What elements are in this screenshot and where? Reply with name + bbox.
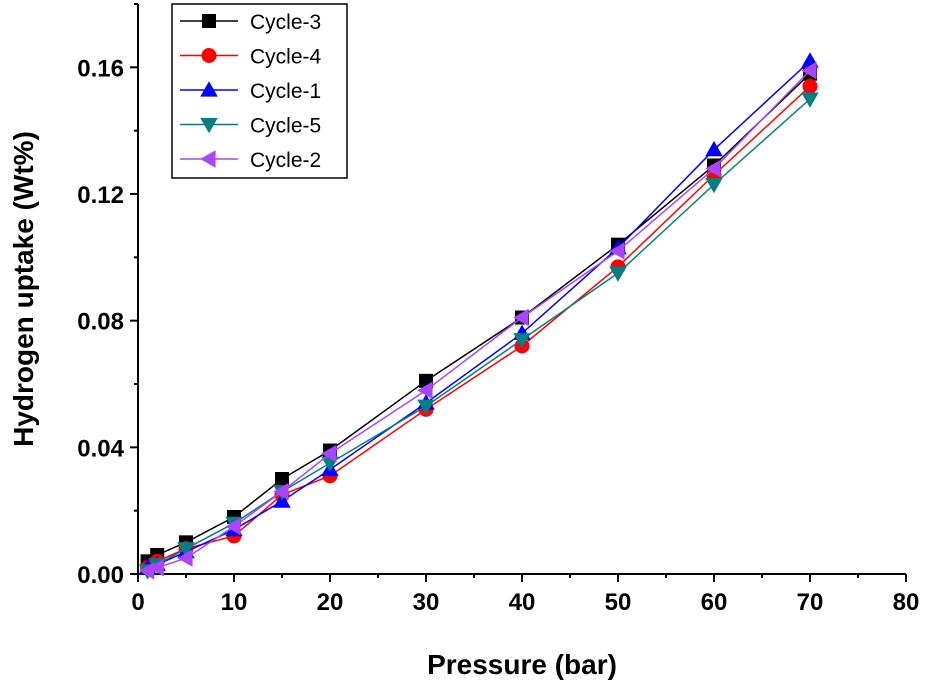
series-layer [138, 52, 819, 580]
y-tick-label: 0.08 [77, 309, 124, 336]
legend-entry: Cycle-3 [180, 11, 321, 34]
data-point [177, 542, 195, 558]
data-point [802, 78, 818, 94]
x-tick-label: 80 [893, 589, 920, 616]
data-point [801, 92, 819, 108]
data-point [148, 558, 164, 577]
legend-marker [202, 14, 216, 28]
legend-marker [200, 117, 218, 134]
data-point [275, 472, 289, 486]
legend-entry: Cycle-1 [180, 80, 321, 103]
x-tick-label: 40 [509, 589, 536, 616]
data-point [225, 517, 241, 536]
x-tick-label: 30 [413, 589, 440, 616]
x-tick-label: 60 [701, 589, 728, 616]
legend-label: Cycle-2 [250, 149, 321, 172]
legend-marker [200, 150, 216, 168]
legend-label: Cycle-4 [250, 46, 322, 69]
legend-box [171, 3, 348, 179]
data-point [609, 242, 625, 260]
x-tick-label: 0 [131, 589, 144, 616]
data-point [417, 399, 435, 415]
x-axis-title: Pressure (bar) [427, 649, 617, 680]
legend-label: Cycle-1 [250, 80, 321, 103]
data-point [705, 140, 723, 157]
data-point [801, 61, 817, 80]
x-axis: 0 10 20 30 40 50 60 70 80 [131, 574, 919, 616]
legend: Cycle-3 Cycle-4 Cycle-1 Cycle-5 Cycle-2 [171, 3, 348, 179]
legend-marker [200, 81, 218, 97]
legend-label: Cycle-5 [250, 115, 321, 138]
legend-marker [201, 48, 217, 63]
y-tick-label: 0.04 [77, 435, 124, 462]
legend-entry: Cycle-2 [180, 149, 321, 172]
data-point [705, 177, 723, 194]
legend-entry: Cycle-5 [180, 115, 321, 138]
data-point [513, 333, 531, 349]
x-tick-label: 70 [797, 589, 824, 616]
y-tick-label: 0.12 [77, 182, 124, 209]
data-point [513, 308, 529, 327]
data-point [705, 159, 721, 178]
y-axis: 0.00 0.04 0.08 0.12 0.16 [77, 3, 138, 589]
x-tick-label: 20 [317, 589, 344, 616]
data-point [609, 266, 627, 282]
legend-entry: Cycle-4 [180, 46, 322, 69]
y-axis-title: Hydrogen uptake (Wt%) [8, 131, 39, 447]
data-point [273, 482, 289, 501]
y-tick-label: 0.00 [77, 562, 124, 589]
x-tick-label: 10 [221, 589, 248, 616]
data-point [417, 381, 433, 400]
data-point [138, 562, 155, 580]
y-tick-label: 0.16 [77, 55, 124, 82]
series-cycle-2 [138, 61, 817, 580]
data-point [321, 444, 337, 463]
legend-label: Cycle-3 [250, 11, 321, 34]
data-point [177, 549, 193, 567]
x-tick-label: 50 [605, 589, 632, 616]
